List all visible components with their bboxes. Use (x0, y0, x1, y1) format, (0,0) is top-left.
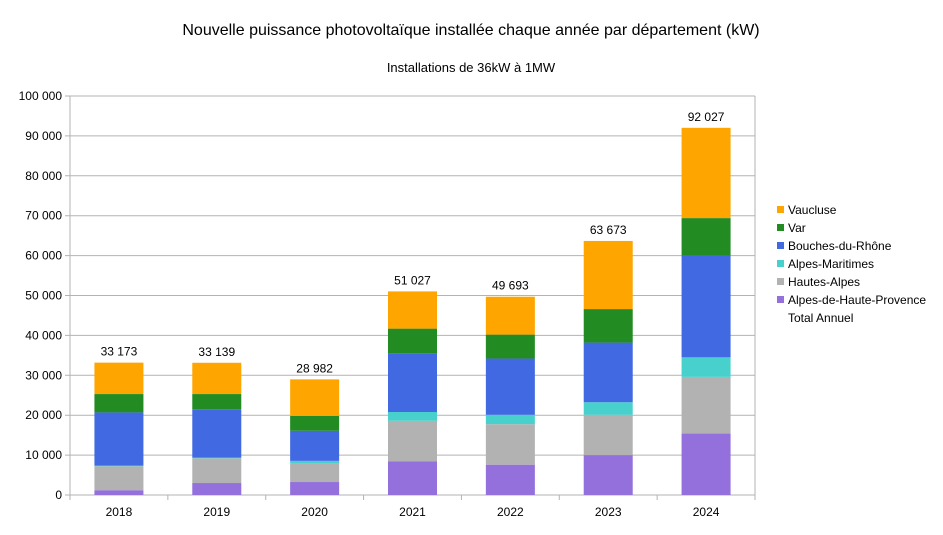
bar-segment-var-2021 (388, 328, 437, 354)
bar-segment-var-2022 (485, 334, 535, 359)
x-tick-label: 2020 (301, 505, 328, 519)
bar-segment-hautes-alpes-2024 (681, 376, 731, 434)
bar-segment-bouches-du-rh-ne-2021 (388, 353, 437, 413)
bar-segment-alpes-maritimes-2019 (192, 457, 242, 459)
legend-label: Alpes-de-Haute-Provence (788, 293, 926, 307)
bar-segment-bouches-du-rh-ne-2022 (485, 358, 535, 415)
bar-segment-hautes-alpes-2021 (388, 420, 437, 462)
bar-segment-bouches-du-rh-ne-2023 (583, 342, 633, 403)
bar-segment-hautes-alpes-2019 (192, 458, 242, 484)
bar-segment-alpes-de-haute-provence-2022 (485, 464, 535, 495)
x-tick-label: 2023 (595, 505, 622, 519)
bar-segment-vaucluse-2021 (388, 291, 437, 329)
bar-segment-alpes-de-haute-provence-2018 (94, 490, 144, 495)
y-tick-label: 30 000 (25, 368, 62, 382)
bar-segment-alpes-maritimes-2024 (681, 357, 731, 377)
y-tick-label: 20 000 (25, 408, 62, 422)
y-tick-label: 100 000 (19, 89, 63, 103)
total-label: 49 693 (492, 279, 529, 293)
bar-segment-var-2018 (94, 394, 144, 413)
legend-label-total: Total Annuel (788, 311, 853, 325)
bar-segment-alpes-de-haute-provence-2019 (192, 483, 242, 495)
y-tick-label: 70 000 (25, 209, 62, 223)
x-tick-label: 2019 (203, 505, 230, 519)
y-tick-label: 90 000 (25, 129, 62, 143)
bar-segment-alpes-de-haute-provence-2020 (290, 482, 340, 495)
chart-subtitle: Installations de 36kW à 1MW (387, 60, 556, 75)
bar-segment-vaucluse-2024 (681, 127, 731, 219)
bars: 33 173 33 139 28 982 51 027 49 693 63 673 92 0… (94, 110, 731, 495)
bar-segment-alpes-maritimes-2021 (388, 412, 437, 421)
legend-swatch (777, 224, 784, 231)
legend-label: Alpes-Maritimes (788, 257, 874, 271)
bar-segment-hautes-alpes-2020 (290, 463, 340, 483)
axes: 0 10 000 20 000 30 000 40 000 50 000 60 000 70 … (19, 89, 720, 519)
chart-title: Nouvelle puissance photovoltaïque instal… (182, 22, 759, 39)
bar-segment-alpes-maritimes-2022 (485, 414, 535, 425)
bar-segment-var-2019 (192, 394, 242, 410)
legend-swatch (777, 278, 784, 285)
legend-label: Vaucluse (788, 203, 837, 217)
bar-segment-bouches-du-rh-ne-2020 (290, 430, 340, 461)
bar-segment-hautes-alpes-2018 (94, 466, 144, 491)
x-tick-label: 2022 (497, 505, 524, 519)
bar-segment-hautes-alpes-2022 (485, 424, 535, 465)
bar-segment-vaucluse-2018 (94, 362, 144, 395)
bar-segment-vaucluse-2019 (192, 362, 242, 395)
bar-segment-bouches-du-rh-ne-2024 (681, 255, 731, 358)
x-tick-label: 2021 (399, 505, 426, 519)
total-label: 92 027 (688, 110, 725, 124)
bar-segment-var-2024 (681, 218, 731, 256)
x-tick-label: 2018 (106, 505, 133, 519)
y-tick-label: 40 000 (25, 328, 62, 342)
bar-segment-var-2020 (290, 415, 340, 431)
y-tick-label: 50 000 (25, 289, 62, 303)
bar-segment-vaucluse-2023 (583, 240, 633, 310)
bar-segment-alpes-maritimes-2023 (583, 402, 633, 415)
total-label: 63 673 (590, 223, 627, 237)
bar-segment-alpes-de-haute-provence-2023 (583, 455, 633, 495)
bar-segment-alpes-maritimes-2018 (94, 465, 144, 467)
total-label: 33 173 (101, 345, 138, 359)
bar-segment-hautes-alpes-2023 (583, 414, 633, 456)
legend-swatch (777, 296, 784, 303)
bar-segment-vaucluse-2020 (290, 379, 340, 416)
bar-segment-vaucluse-2022 (485, 296, 535, 335)
y-tick-label: 80 000 (25, 169, 62, 183)
total-label: 51 027 (394, 273, 431, 287)
legend-label: Hautes-Alpes (788, 275, 860, 289)
legend-swatch (777, 242, 784, 249)
legend-swatch (777, 206, 784, 213)
total-label: 28 982 (296, 361, 333, 375)
y-tick-label: 0 (55, 488, 62, 502)
bar-segment-bouches-du-rh-ne-2018 (94, 412, 144, 466)
bar-segment-var-2023 (583, 309, 633, 343)
total-label: 33 139 (198, 345, 235, 359)
legend-swatch (777, 260, 784, 267)
bar-segment-bouches-du-rh-ne-2019 (192, 409, 242, 458)
y-tick-label: 10 000 (25, 448, 62, 462)
bar-segment-alpes-de-haute-provence-2024 (681, 433, 731, 495)
legend-label: Bouches-du-Rhône (788, 239, 892, 253)
legend-label: Var (788, 221, 806, 235)
x-tick-label: 2024 (693, 505, 720, 519)
legend: Vaucluse Var Bouches-du-Rhône Alpes-Maritim… (777, 203, 926, 325)
y-tick-label: 60 000 (25, 249, 62, 263)
bar-segment-alpes-maritimes-2020 (290, 460, 340, 464)
bar-segment-alpes-de-haute-provence-2021 (388, 461, 437, 495)
